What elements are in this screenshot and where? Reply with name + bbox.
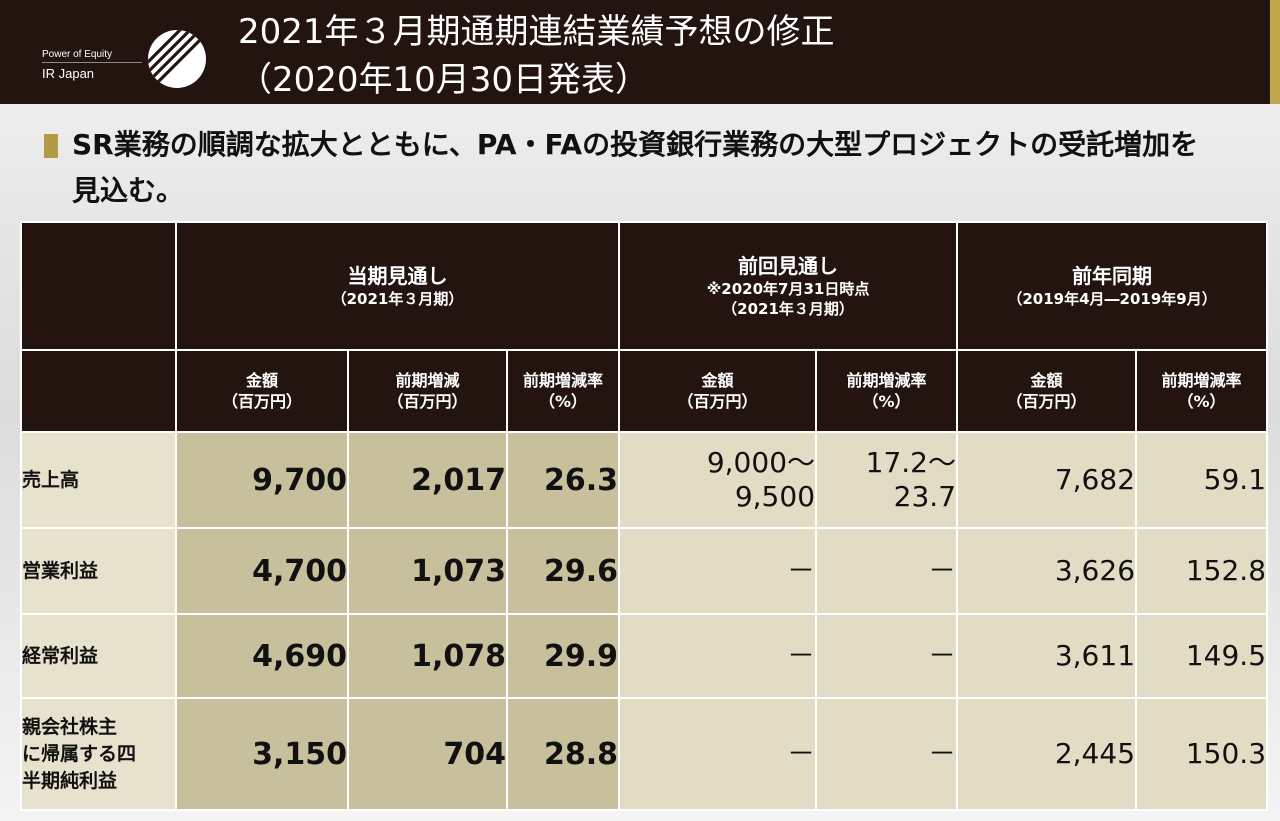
column-header: 金額 （百万円） (956, 349, 1138, 433)
table-cell: － (618, 697, 818, 811)
table-cell: 29.9 (505, 613, 621, 699)
group-header-prior-year: 前年同期 （2019年4月―2019年9月） (956, 221, 1269, 351)
table-cell: 150.3 (1135, 697, 1269, 811)
table-cell: 3,611 (956, 613, 1138, 699)
group-header-current: 当期見通し （2021年３月期） (174, 221, 621, 351)
row-label: 経常利益 (20, 613, 177, 699)
table-cell: 3,626 (956, 527, 1138, 615)
table-cell: 4,690 (175, 613, 349, 699)
group-title: 前年同期 (1072, 264, 1153, 288)
title-line-1: 2021年３月期通期連結業績予想の修正 (238, 12, 835, 52)
table-cell: － (618, 527, 818, 615)
group-note: ※2020年7月31日時点 (706, 280, 870, 298)
column-header: 前期増減率 （%） (1135, 349, 1269, 433)
group-title: 当期見通し (347, 264, 448, 288)
table-row: 親会社株主 に帰属する四 半期純利益 3,150 704 28.8 －－ 2,445 150… (20, 697, 1269, 811)
column-header: 前期増減率 （%） (505, 349, 621, 433)
table-cell: 704 (347, 697, 508, 811)
column-header: 前期増減率 （%） (815, 349, 959, 433)
table-row: 経常利益 4,690 1,078 29.9 －－ 3,611 149.5 (20, 613, 1269, 699)
header-accent-bar (1270, 0, 1280, 104)
header-bar: Power of Equity IR Japan 2021年３月期通期連結業績予… (0, 0, 1280, 104)
forecast-table: 当期見通し （2021年３月期） 前回見通し ※2020年7月31日時点 （20… (20, 221, 1269, 811)
group-subtitle: （2021年３月期） (722, 300, 854, 318)
column-header: 金額 （百万円） (618, 349, 818, 433)
table-cell: 7,682 (956, 431, 1138, 529)
group-header-previous: 前回見通し ※2020年7月31日時点 （2021年３月期） (618, 221, 959, 351)
group-subtitle: （2021年３月期） (331, 290, 464, 308)
table-cell: 9,000～ 9,500 (618, 431, 818, 529)
table-cell: 26.3 (505, 431, 621, 529)
group-subtitle: （2019年4月―2019年9月） (1007, 290, 1217, 308)
row-label: 売上高 (20, 431, 177, 529)
table-cell: 29.6 (505, 527, 621, 615)
table-row: 営業利益 4,700 1,073 29.6 －－ 3,626 152.8 (20, 527, 1269, 615)
table-cell: － (815, 613, 959, 699)
table-cell: 1,073 (347, 527, 508, 615)
table-cell: － (815, 697, 959, 811)
table-cell: 2,445 (956, 697, 1138, 811)
column-header: 金額 （百万円） (175, 349, 349, 433)
table-cell: 149.5 (1135, 613, 1269, 699)
table-cell: 2,017 (347, 431, 508, 529)
row-label: 営業利益 (20, 527, 177, 615)
group-title: 前回見通し (738, 254, 839, 278)
header-corner (20, 221, 177, 351)
table-cell: 1,078 (347, 613, 508, 699)
header-corner-lower (20, 349, 177, 433)
table-row: 売上高 9,700 2,017 26.3 9,000～ 9,500 17.2～ 23.7 7… (20, 431, 1269, 529)
headline-text: SR業務の順調な拡大とともに、PA・FAの投資銀行業務の大型プロジェクトの受託増… (72, 128, 1199, 207)
title-line-2: （2020年10月30日発表） (238, 60, 650, 100)
table-cell: 28.8 (505, 697, 621, 811)
row-label: 親会社株主 に帰属する四 半期純利益 (20, 697, 177, 811)
brand-divider (42, 62, 142, 63)
table-cell: 59.1 (1135, 431, 1269, 529)
table-cell: 3,150 (175, 697, 349, 811)
table-cell: 4,700 (175, 527, 349, 615)
ir-japan-logo-icon (148, 30, 206, 88)
brand-name: IR Japan (42, 66, 95, 81)
bullet-marker (44, 134, 58, 158)
table-cell: － (618, 613, 818, 699)
table-cell: 17.2～ 23.7 (815, 431, 959, 529)
table-cell: 9,700 (175, 431, 349, 529)
table-cell: － (815, 527, 959, 615)
column-header: 前期増減 （百万円） (347, 349, 508, 433)
brand-tagline: Power of Equity (42, 49, 113, 60)
table-cell: 152.8 (1135, 527, 1269, 615)
page-title: 2021年３月期通期連結業績予想の修正 （2020年10月30日発表） (238, 8, 835, 104)
